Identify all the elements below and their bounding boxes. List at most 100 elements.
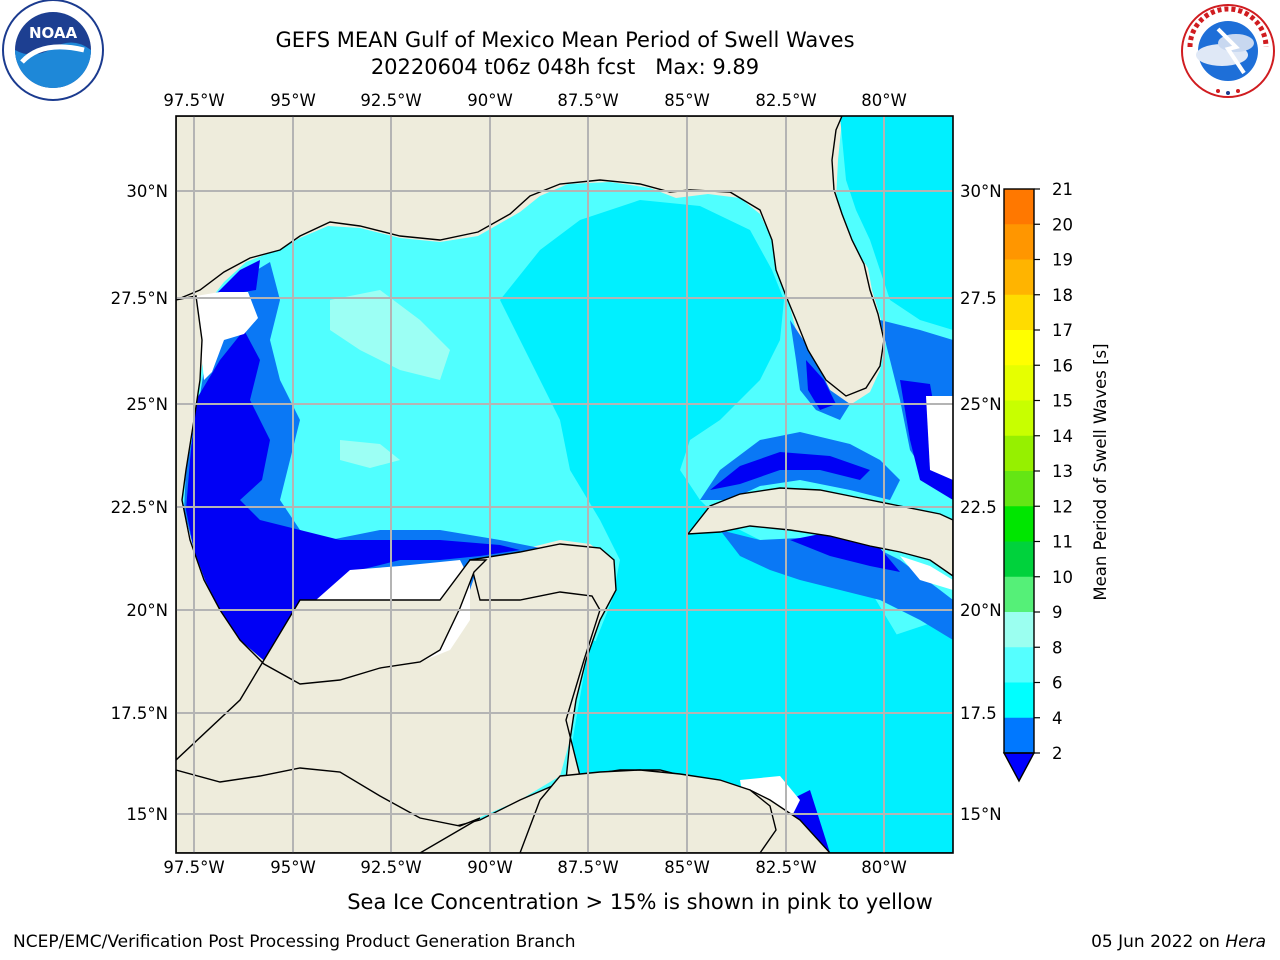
lat-label: 22.5: [960, 498, 997, 517]
map-area: [176, 116, 953, 853]
lat-label: 27.5°N: [111, 289, 168, 308]
colorbar-segment: [1004, 647, 1034, 683]
lat-labels-right: 30°N 27.5 25°N 22.5 20°N 17.5 15°N: [960, 182, 1002, 824]
lat-labels-left: 30°N 27.5°N 25°N 22.5°N 20°N 17.5°N 15°N: [111, 182, 168, 824]
nws-logo: [1181, 4, 1275, 98]
colorbar-segment: [1004, 541, 1034, 578]
lon-labels-bottom: 97.5°W 95°W 92.5°W 90°W 87.5°W 85°W 82.5…: [163, 858, 906, 877]
colorbar-tick-label: 9: [1052, 603, 1063, 622]
lon-label: 92.5°W: [360, 858, 421, 877]
land-cuba: [686, 487, 953, 577]
credit-right: 05 Jun 2022 on Hera: [1091, 932, 1266, 952]
credit-host: Hera: [1225, 932, 1266, 952]
dark-blue-west: [186, 330, 520, 684]
lat-label: 30°N: [960, 182, 1002, 201]
graticule: [176, 116, 953, 853]
dark-blue-florida: [806, 360, 836, 410]
colorbar-segment: [1004, 365, 1034, 401]
lat-label: 15°N: [960, 805, 1002, 824]
lon-label: 90°W: [467, 858, 513, 877]
colorbar-segment: [1004, 682, 1034, 719]
lat-label: 25°N: [960, 395, 1002, 414]
colorbar-tick-label: 13: [1052, 462, 1073, 481]
lat-label: 20°N: [960, 601, 1002, 620]
lon-label: 95°W: [270, 858, 316, 877]
lon-label: 82.5°W: [755, 858, 816, 877]
colorbar-segment: [1004, 435, 1034, 472]
credit-date: 05 Jun 2022 on: [1091, 932, 1226, 952]
lon-label: 97.5°W: [163, 91, 224, 110]
lon-labels-top: 97.5°W 95°W 92.5°W 90°W 87.5°W 85°W 82.5…: [163, 91, 906, 110]
lon-label: 97.5°W: [163, 858, 224, 877]
colorbar-segment: [1004, 330, 1034, 366]
chart-title: GEFS MEAN Gulf of Mexico Mean Period of …: [275, 28, 855, 52]
colorbar-tick-label: 15: [1052, 392, 1073, 411]
dark-blue-cuba: [710, 452, 870, 490]
lat-label: 25°N: [126, 395, 168, 414]
land-central-america: [176, 767, 481, 853]
colorbar-segment: [1004, 224, 1034, 260]
colorbar-tick-label: 19: [1052, 251, 1073, 270]
no-data-texas: [196, 292, 258, 380]
land-honduras: [519, 769, 777, 853]
no-data-caribbean: [900, 556, 953, 590]
colorbar-tick-label: 6: [1052, 674, 1063, 693]
noaa-logo-text: NOAA: [29, 24, 78, 42]
colorbar-tick-label: 18: [1052, 286, 1073, 305]
lon-label: 90°W: [467, 91, 513, 110]
colorbar-tick-label: 10: [1052, 568, 1073, 587]
noaa-logo: NOAA: [2, 0, 104, 101]
lat-label: 15°N: [126, 805, 168, 824]
lon-label: 82.5°W: [755, 91, 816, 110]
lat-label: 30°N: [126, 182, 168, 201]
colorbar-segment: [1004, 400, 1034, 437]
caption: Sea Ice Concentration > 15% is shown in …: [347, 890, 933, 914]
colorbar-tick-label: 21: [1052, 180, 1073, 199]
lon-label: 95°W: [270, 91, 316, 110]
colorbar-tick-label: 11: [1052, 533, 1073, 552]
cyan-zone-atlantic: [840, 116, 953, 330]
colorbar-tick-label: 8: [1052, 638, 1063, 657]
dark-blue-caribbean: [790, 530, 900, 572]
colorbar-tick-label: 12: [1052, 497, 1073, 516]
lat-label: 20°N: [126, 601, 168, 620]
colorbar-label: Mean Period of Swell Waves [s]: [1091, 343, 1110, 600]
lon-label: 80°W: [861, 858, 907, 877]
lat-label: 17.5°N: [111, 704, 168, 723]
lat-label: 22.5°N: [111, 498, 168, 517]
colorbar-segment: [1004, 506, 1034, 542]
chart-subtitle: 20220604 t06z 048h fcst Max: 9.89: [370, 55, 760, 79]
lat-label: 27.5: [960, 289, 997, 308]
lat-label: 17.5: [960, 704, 997, 723]
lon-label: 85°W: [664, 858, 710, 877]
map-frame: [175, 115, 954, 854]
lon-label: 87.5°W: [557, 91, 618, 110]
lon-label: 80°W: [861, 91, 907, 110]
pale-cyan-zone-2: [340, 440, 400, 468]
credit-left: NCEP/EMC/Verification Post Processing Pr…: [13, 932, 576, 952]
colorbar-segment: [1004, 471, 1034, 507]
blue-band-caribbean: [720, 530, 953, 640]
colorbar-segment: [1004, 259, 1034, 296]
colorbar-tick-label: 20: [1052, 215, 1073, 234]
colorbar-segment: [1004, 294, 1034, 331]
land-florida: [176, 116, 885, 397]
land-mexico-west: [176, 295, 488, 761]
lon-label: 92.5°W: [360, 91, 421, 110]
colorbar-tick-label: 4: [1052, 709, 1063, 728]
lon-label: 85°W: [664, 91, 710, 110]
colorbar-tick-label: 2: [1052, 744, 1063, 763]
colorbar-segment: [1004, 189, 1034, 225]
colorbar-segment: [1004, 612, 1034, 648]
dark-blue-texas: [210, 260, 260, 300]
colorbar-tick-label: 17: [1052, 321, 1073, 340]
lon-label: 87.5°W: [557, 858, 618, 877]
colorbar-tick-label: 14: [1052, 427, 1073, 446]
colorbar-segment: [1004, 717, 1034, 754]
colorbar-tick-label: 16: [1052, 356, 1073, 375]
colorbar-segment: [1004, 576, 1034, 613]
colorbar-extension: [1002, 752, 1036, 783]
colorbar: 21 20 19 18 17 16 15 14 13 12 11 10 9 8 6 4 2: [1002, 180, 1073, 783]
no-data-atlantic: [926, 396, 953, 480]
